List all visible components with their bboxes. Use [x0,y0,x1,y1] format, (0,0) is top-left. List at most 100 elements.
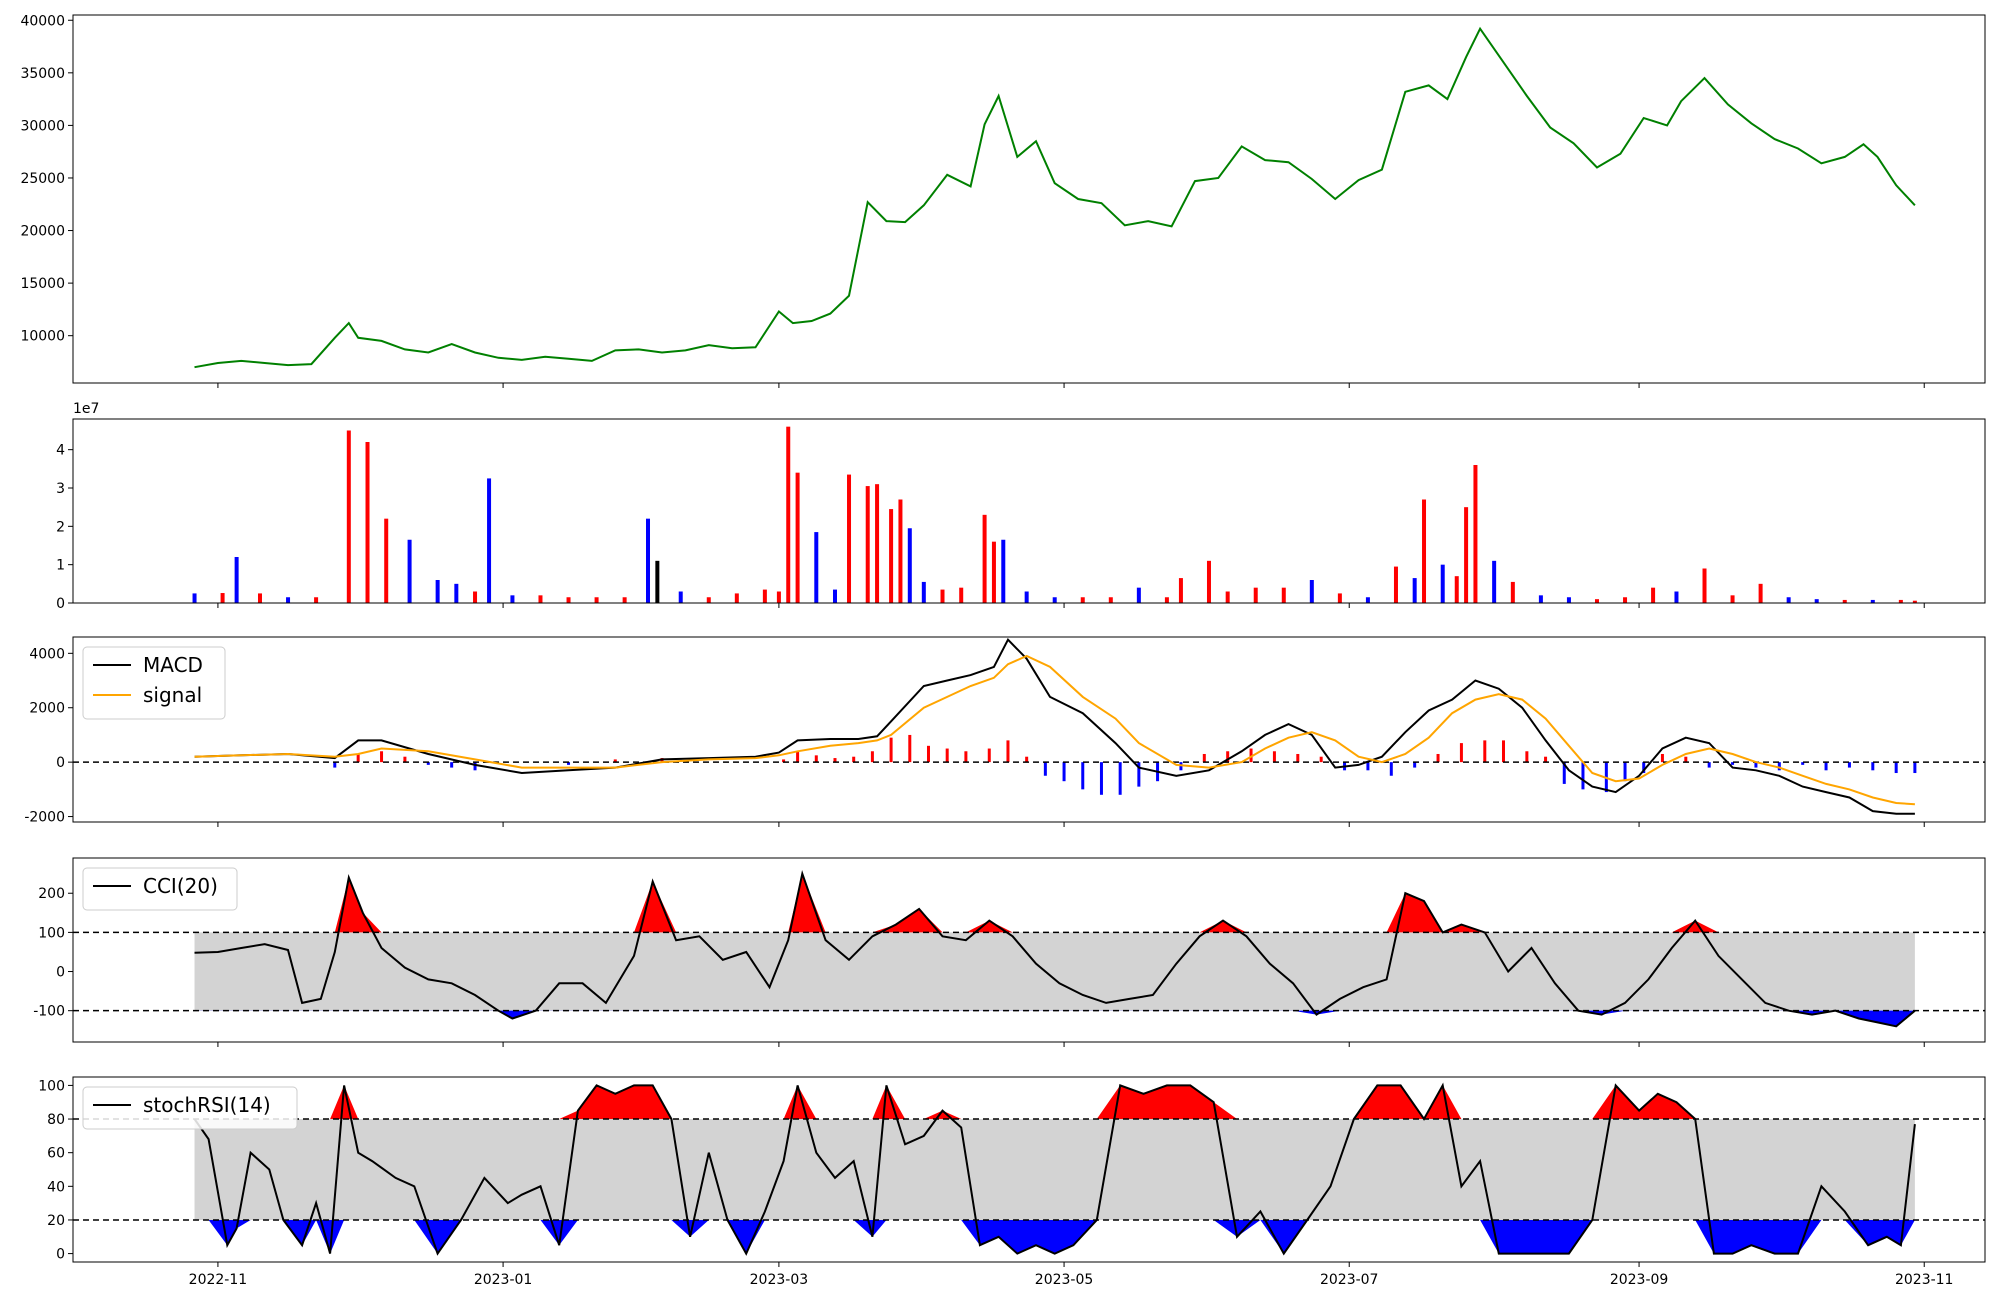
x-tick-label: 2022-11 [189,1272,248,1288]
y-tick-label: 1 [56,558,65,574]
overbought-fill [194,873,1915,933]
volume-bar [487,478,492,603]
macd-histogram-bar [1847,762,1851,768]
macd-histogram-bar [1081,762,1085,790]
volume-exponent-label: 1e7 [73,401,99,417]
macd-histogram-bar [356,753,360,763]
macd-histogram-bar [403,756,407,763]
price-line [194,26,1916,369]
volume-bar [776,591,781,603]
macd-histogram-bar [814,755,818,763]
macd-histogram-bar [1777,762,1781,771]
volume-bar [594,597,599,603]
volume-bar [473,591,478,603]
y-tick-label: 0 [56,596,65,612]
macd-histogram-bar [1319,756,1323,763]
macd-histogram-bar [450,762,454,768]
oscillator-line [193,1082,1916,1256]
y-tick-label: 0 [56,965,65,981]
macd-histogram-bar [380,751,384,763]
macd-histogram-bar [1731,762,1735,765]
macd-histogram-bar [1754,762,1758,768]
volume-bar [762,589,767,603]
volume-bar [1898,599,1903,603]
macd-histogram-bar [1137,762,1141,787]
y-tick-label: 40000 [20,13,65,29]
panel-frame [72,1076,1986,1263]
volume-bar [1594,599,1599,603]
price-panel: 10000 15000 20000 25000 30000 35000 40000 [20,13,1986,388]
volume-bar [646,518,651,603]
macd-histogram-bar [908,734,912,763]
volume-bar [1440,564,1445,603]
volume-bar [1473,465,1478,603]
volume-bar [1412,578,1417,603]
macd-histogram-bar [1894,762,1898,774]
legend-box [82,867,238,911]
y-tick-label: 35000 [20,66,65,82]
volume-bar [257,593,262,603]
volume-bar [1651,587,1656,603]
macd-histogram-bar [1525,751,1529,763]
panel-frame [72,418,1986,604]
macd-histogram-bar [1249,748,1253,763]
volume-bar [1730,595,1735,603]
volume-bar [538,595,543,603]
volume-bar [1538,595,1543,603]
y-tick-label: 0 [56,755,65,771]
oversold-fill [194,1219,1915,1254]
x-tick-label: 2023-11 [1895,1272,1954,1288]
macd-histogram-bar [1801,762,1805,765]
volume-bar [875,484,880,603]
y-tick-label: 60 [47,1146,65,1162]
volume-bar [454,583,459,603]
volume-bar [1566,597,1571,603]
volume-bar [1206,560,1211,603]
signal-line [194,654,1915,806]
macd-histogram-bar [852,756,856,763]
y-tick-label: 4 [56,443,65,459]
macd-histogram-bar [1272,751,1276,763]
volume-bar [365,442,370,603]
volume-bar [220,593,225,603]
volume-bar [1870,599,1875,603]
volume-bar [1623,597,1628,603]
volume-bar [1108,597,1113,603]
y-tick-label: 10000 [20,329,65,345]
volume-bar [795,472,800,603]
macd-histogram-bar [1824,762,1828,771]
macd-histogram-bar [796,751,800,763]
y-tick-label: 25000 [20,171,65,187]
macd-histogram-bar [1226,751,1230,763]
macd-histogram-bar [1025,756,1029,763]
macd-histogram-bar [1544,756,1548,763]
volume-bar [510,595,515,603]
macd-histogram-bar [926,745,930,763]
y-tick-label: 15000 [20,276,65,292]
volume-bar [1164,597,1169,603]
volume-bar [1225,591,1230,603]
y-tick-label: 4000 [29,646,65,662]
volume-bar [234,557,239,603]
macd-histogram-bar [1562,762,1566,784]
macd-histogram-bar [889,737,893,763]
macd-histogram-bar [1296,753,1300,763]
volume-bar [1281,587,1286,603]
legend-label-signal: signal [143,683,202,707]
volume-bar [1912,600,1917,603]
macd-histogram-bar [1623,762,1627,782]
volume-bar [991,541,996,603]
volume-bar [1758,583,1763,603]
volume-bar [1365,597,1370,603]
volume-bar [314,597,319,603]
volume-bar [1674,591,1679,603]
macd-histogram-bar [1062,762,1066,782]
volume-bar [814,532,819,603]
volume-bar [678,591,683,603]
y-tick-label: -100 [33,1004,65,1020]
volume-bar [1136,587,1141,603]
volume-bar [1253,587,1258,603]
volume-bar [622,597,627,603]
volume-bar [907,528,912,603]
volume-bar [1842,599,1847,603]
